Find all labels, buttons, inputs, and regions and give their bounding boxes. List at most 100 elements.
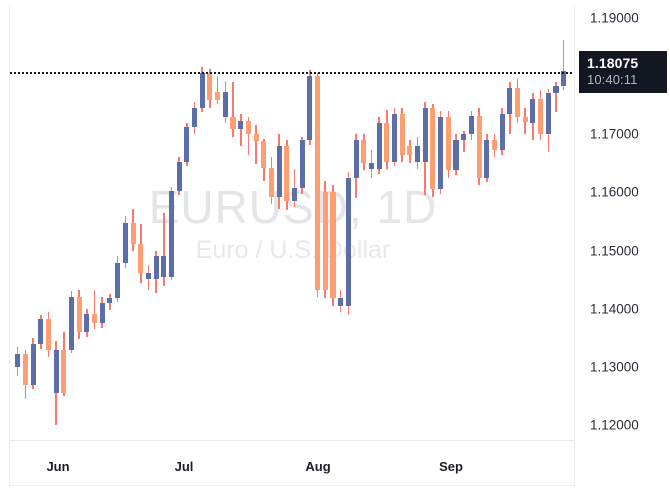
price-axis-label: 1.12000 bbox=[590, 417, 639, 433]
current-price-value: 1.18075 bbox=[587, 54, 639, 71]
candle-body bbox=[168, 191, 175, 277]
candle-body bbox=[338, 298, 344, 306]
candle-body bbox=[461, 134, 467, 140]
candle-body bbox=[138, 243, 144, 273]
candle-series bbox=[10, 6, 574, 440]
candle-body bbox=[499, 113, 505, 151]
time-axis[interactable]: Jun Jul Aug Sep bbox=[9, 441, 575, 486]
candle-body bbox=[553, 86, 559, 94]
candle-body bbox=[268, 167, 274, 198]
candle-body bbox=[284, 145, 290, 202]
candle-wick bbox=[255, 125, 257, 165]
candle-body bbox=[22, 354, 28, 385]
time-axis-label: Sep bbox=[439, 459, 463, 474]
candle-body bbox=[115, 263, 121, 299]
candle-body bbox=[53, 349, 59, 394]
candle-body bbox=[361, 139, 367, 164]
candle-body bbox=[315, 75, 321, 291]
candle-wick bbox=[562, 39, 565, 91]
candle-body bbox=[222, 92, 228, 117]
candle-body bbox=[345, 177, 351, 306]
candle-body bbox=[230, 116, 236, 130]
candle-body bbox=[30, 343, 36, 385]
candle-body bbox=[261, 141, 267, 168]
candle-body bbox=[292, 187, 298, 202]
time-axis-label: Jul bbox=[174, 459, 194, 474]
candle-body bbox=[491, 139, 497, 151]
candle-body bbox=[438, 116, 444, 190]
price-axis-label: 1.17000 bbox=[590, 126, 639, 142]
candle-body bbox=[130, 222, 136, 244]
candle-body bbox=[99, 303, 105, 324]
candle-wick bbox=[555, 81, 557, 112]
candle-wick bbox=[163, 212, 165, 286]
candle-body bbox=[92, 313, 98, 324]
candle-body bbox=[445, 116, 451, 171]
candle-body bbox=[530, 99, 536, 123]
axis-separator bbox=[9, 440, 575, 441]
candle-body bbox=[207, 72, 213, 101]
candle-body bbox=[76, 297, 82, 333]
current-price-line bbox=[10, 71, 574, 74]
price-axis-label: 1.16000 bbox=[590, 184, 639, 200]
candle-body bbox=[253, 134, 259, 142]
candle-body bbox=[199, 72, 205, 108]
candle-body bbox=[61, 349, 67, 394]
time-axis-label: Jun bbox=[46, 459, 70, 474]
current-price-badge[interactable]: 1.18075 10:40:11 bbox=[579, 50, 667, 93]
candle-body bbox=[215, 92, 221, 101]
candle-body bbox=[84, 313, 90, 333]
candle-body bbox=[38, 319, 44, 344]
candle-body bbox=[391, 113, 398, 163]
candle-body bbox=[353, 139, 359, 178]
candle-body bbox=[515, 87, 521, 117]
candle-body bbox=[468, 115, 474, 135]
candle-body bbox=[561, 71, 567, 87]
candle-wick bbox=[232, 81, 234, 138]
candle-body bbox=[407, 145, 413, 155]
candle-body bbox=[545, 93, 551, 135]
candle-body bbox=[153, 256, 159, 279]
candle-wick bbox=[239, 113, 242, 146]
candle-body bbox=[330, 192, 336, 299]
candle-body bbox=[399, 113, 405, 155]
candle-body bbox=[415, 145, 421, 163]
candle-body bbox=[192, 107, 198, 128]
candle-body bbox=[184, 127, 190, 163]
price-axis-label: 1.14000 bbox=[590, 301, 639, 317]
candle-body bbox=[384, 122, 390, 163]
candle-body bbox=[307, 75, 313, 140]
candle-wick bbox=[462, 131, 465, 152]
candle-body bbox=[299, 139, 305, 188]
candle-body bbox=[122, 222, 128, 264]
candle-body bbox=[107, 298, 113, 304]
price-axis-label: 1.15000 bbox=[590, 243, 639, 259]
candle-wick bbox=[247, 116, 250, 155]
price-axis-label: 1.19000 bbox=[590, 10, 639, 26]
candle-body bbox=[45, 319, 51, 350]
candle-body bbox=[238, 121, 244, 130]
candle-body bbox=[368, 163, 374, 170]
price-axis-label: 1.13000 bbox=[590, 359, 639, 375]
candle-wick bbox=[216, 75, 219, 104]
current-price-time: 10:40:11 bbox=[587, 72, 638, 88]
candle-body bbox=[376, 122, 382, 170]
candle-body bbox=[245, 121, 251, 135]
candle-body bbox=[538, 99, 544, 135]
candle-body bbox=[453, 139, 459, 171]
plot-area[interactable]: EURUSD, 1D Euro / U.S. Dollar bbox=[9, 6, 575, 440]
candle-body bbox=[15, 354, 21, 368]
candle-body bbox=[68, 297, 75, 350]
candle-body bbox=[476, 115, 482, 178]
candle-body bbox=[430, 107, 436, 190]
candle-body bbox=[422, 107, 428, 163]
time-axis-label: Aug bbox=[305, 459, 331, 474]
candle-wick bbox=[93, 290, 96, 330]
candle-body bbox=[145, 272, 151, 279]
candle-body bbox=[507, 87, 513, 114]
candle-body bbox=[176, 162, 182, 192]
candle-body bbox=[276, 145, 282, 198]
candle-body bbox=[484, 139, 490, 178]
candle-body bbox=[522, 116, 528, 123]
